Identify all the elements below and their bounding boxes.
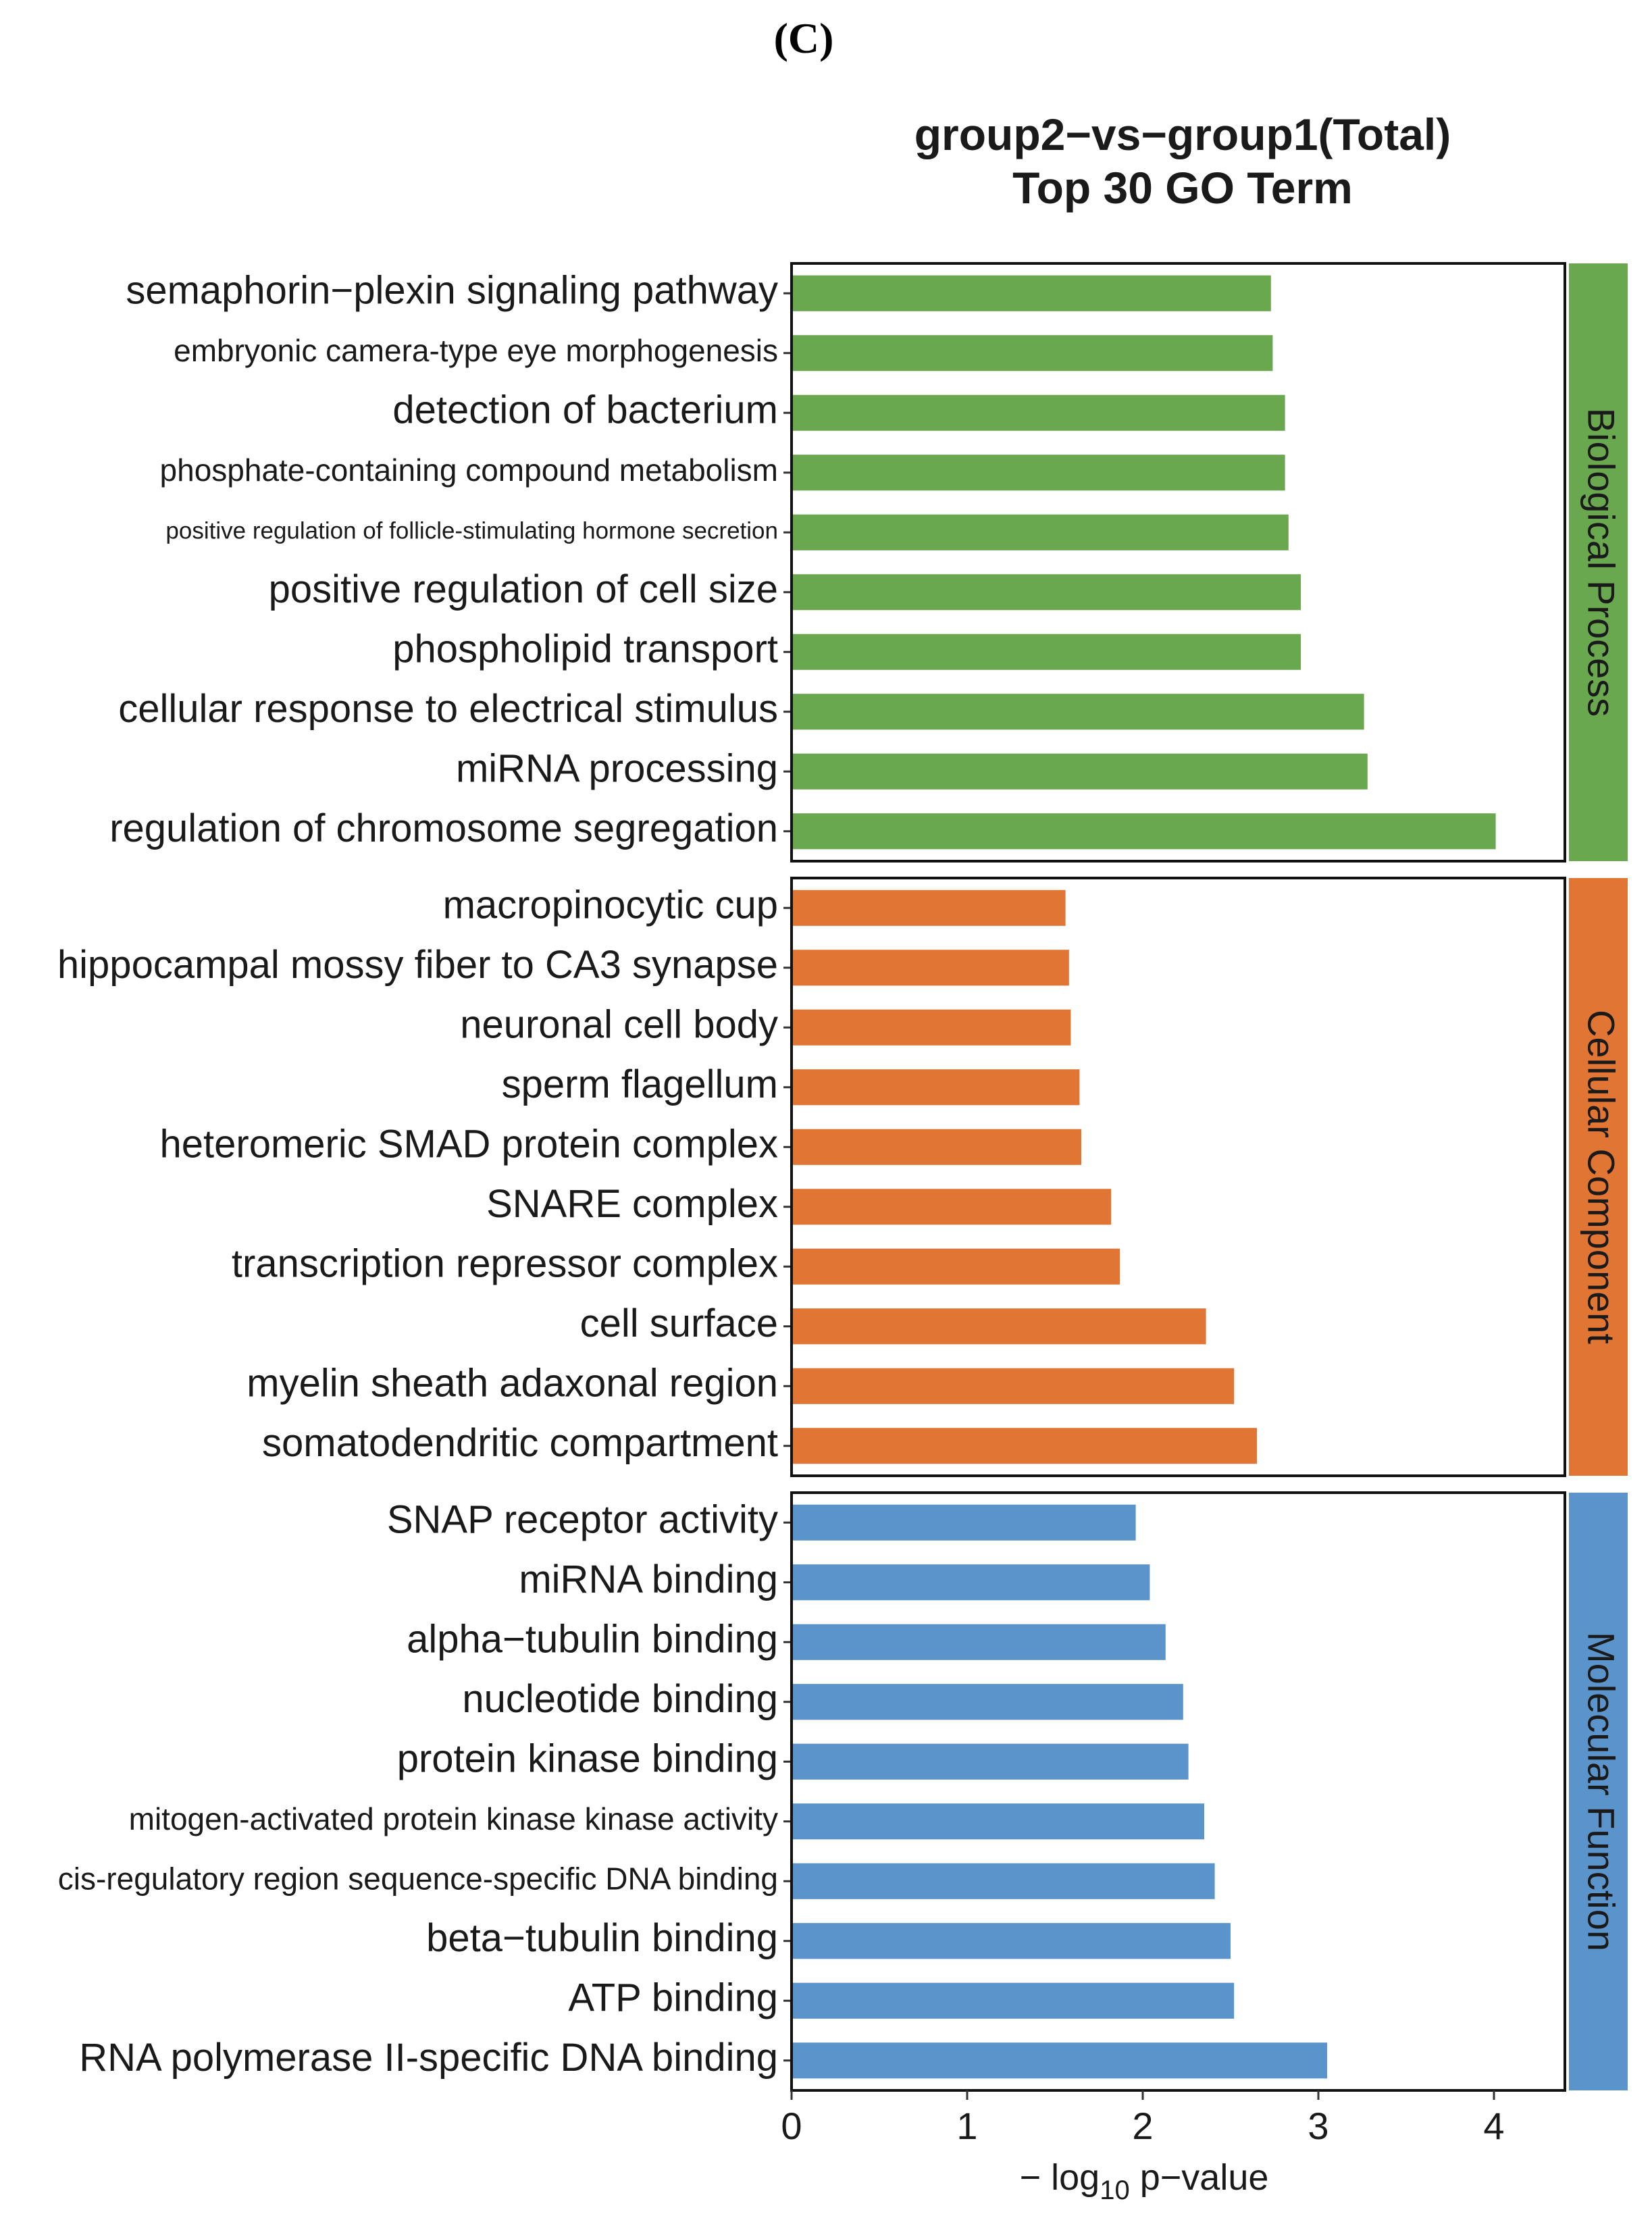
facet-strip — [1569, 878, 1628, 1476]
bar — [792, 1743, 1189, 1780]
bar — [792, 753, 1368, 790]
x-tick-label: 0 — [781, 2105, 802, 2147]
term-label: embryonic camera-type eye morphogenesis — [174, 333, 778, 368]
term-label: protein kinase binding — [397, 1737, 778, 1781]
panel-frame — [790, 1491, 1566, 2092]
term-label: miRNA processing — [456, 747, 778, 791]
panel-frame — [790, 877, 1566, 1477]
term-label: semaphorin−plexin signaling pathway — [126, 269, 778, 313]
term-label: detection of bacterium — [392, 388, 778, 432]
facet-strip-label: Molecular Function — [1580, 1632, 1623, 1951]
term-label: sperm flagellum — [502, 1062, 778, 1106]
bar — [792, 1982, 1235, 2019]
term-label: miRNA binding — [519, 1557, 778, 1601]
term-label: mitogen-activated protein kinase kinase … — [129, 1801, 778, 1836]
x-tick-label: 1 — [956, 2105, 977, 2147]
term-label: nucleotide binding — [462, 1677, 778, 1721]
term-label: hippocampal mossy fiber to CA3 synapse — [57, 943, 778, 987]
bar — [792, 1069, 1080, 1106]
term-label: cellular response to electrical stimulus — [118, 687, 778, 731]
term-label: somatodendritic compartment — [262, 1421, 778, 1465]
bar — [792, 1428, 1257, 1464]
term-label: myelin sheath adaxonal region — [247, 1362, 778, 1406]
chart-subtitle: Top 30 GO Term — [1012, 163, 1353, 213]
term-label: alpha−tubulin binding — [407, 1618, 778, 1662]
bar — [792, 1368, 1235, 1404]
bar — [792, 1308, 1206, 1345]
bar — [792, 1923, 1231, 1959]
facet-strip — [1569, 1493, 1628, 2090]
bar — [792, 1803, 1204, 1840]
term-label: cis-regulatory region sequence-specific … — [58, 1861, 778, 1896]
term-label: neuronal cell body — [460, 1003, 778, 1047]
facet-strip-label: Cellular Component — [1580, 1010, 1623, 1344]
bar — [792, 1504, 1136, 1541]
facet-strip-label: Biological Process — [1580, 408, 1623, 717]
bar — [792, 514, 1289, 550]
bar — [792, 1248, 1120, 1285]
term-label: cell surface — [580, 1302, 778, 1345]
term-label: transcription repressor complex — [232, 1242, 778, 1286]
term-label: macropinocytic cup — [443, 883, 778, 927]
bar — [792, 1624, 1166, 1660]
bar — [792, 1684, 1183, 1720]
bar — [792, 950, 1069, 986]
bar — [792, 1129, 1081, 1165]
term-label: positive regulation of follicle-stimulat… — [165, 518, 778, 544]
term-label: positive regulation of cell size — [269, 567, 778, 611]
bar — [792, 574, 1301, 611]
x-axis-label-subscript: 10 — [1100, 2176, 1130, 2205]
panel-label: (C) — [774, 14, 834, 62]
plot-area: semaphorin−plexin signaling pathway embry… — [57, 262, 1628, 2147]
facet-strip — [1569, 263, 1628, 861]
bar — [792, 455, 1285, 491]
x-axis-label: − log10 p−value — [1020, 2157, 1269, 2205]
term-label: regulation of chromosome segregation — [109, 806, 778, 850]
bar — [792, 890, 1066, 926]
bar — [792, 275, 1271, 311]
x-axis-label-prefix: − log — [1020, 2157, 1100, 2198]
term-label: phospholipid transport — [392, 627, 778, 671]
bar — [792, 394, 1285, 431]
term-label: RNA polymerase II-specific DNA binding — [79, 2036, 778, 2080]
bar — [792, 1189, 1112, 1225]
bar — [792, 2042, 1327, 2079]
bar — [792, 634, 1301, 670]
term-label: phosphate-containing compound metabolism — [160, 453, 778, 488]
bar — [792, 1009, 1071, 1046]
x-tick-label: 2 — [1132, 2105, 1153, 2147]
term-label: SNARE complex — [486, 1182, 778, 1226]
x-tick-label: 3 — [1308, 2105, 1328, 2147]
bar — [792, 1863, 1215, 1899]
x-axis-label-suffix: p−value — [1130, 2157, 1269, 2198]
bar — [792, 1564, 1150, 1601]
chart-title: group2−vs−group1(Total) — [914, 109, 1451, 159]
bar — [792, 335, 1273, 371]
term-label: heteromeric SMAD protein complex — [160, 1123, 778, 1166]
term-label: SNAP receptor activity — [387, 1498, 778, 1542]
x-tick-label: 4 — [1483, 2105, 1504, 2147]
bar — [792, 813, 1496, 850]
term-label: beta−tubulin binding — [426, 1916, 778, 1960]
bar — [792, 694, 1364, 730]
term-label: ATP binding — [568, 1976, 778, 2020]
panel-frame — [790, 262, 1566, 863]
